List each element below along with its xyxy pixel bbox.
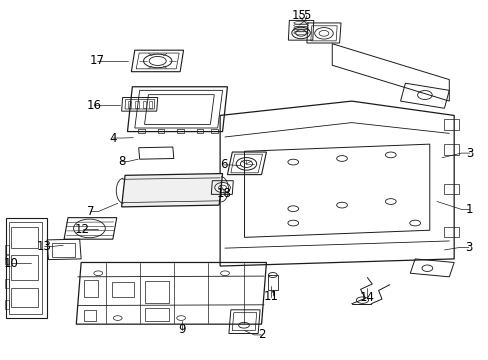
Text: 8: 8 <box>118 155 125 168</box>
Bar <box>11 288 38 307</box>
Text: 7: 7 <box>87 205 95 218</box>
Text: 17: 17 <box>90 54 104 67</box>
Bar <box>267 275 277 291</box>
Bar <box>11 255 38 280</box>
Text: 13: 13 <box>37 240 52 253</box>
Bar <box>135 101 139 108</box>
Bar <box>83 280 98 297</box>
Polygon shape <box>122 174 222 207</box>
Bar <box>128 101 131 108</box>
Text: 3: 3 <box>465 147 472 159</box>
Text: 14: 14 <box>359 291 374 304</box>
Text: 2: 2 <box>257 328 265 341</box>
Text: 18: 18 <box>216 187 231 200</box>
Text: 12: 12 <box>75 223 90 236</box>
Text: 11: 11 <box>264 290 278 303</box>
Text: 16: 16 <box>87 99 102 112</box>
Bar <box>158 129 163 134</box>
Bar <box>149 101 152 108</box>
Text: 9: 9 <box>178 323 185 336</box>
Bar <box>142 101 146 108</box>
Bar <box>144 281 168 303</box>
Bar <box>83 310 96 320</box>
Text: 5: 5 <box>303 9 310 22</box>
Text: 1: 1 <box>465 203 472 216</box>
Bar <box>177 129 183 134</box>
Text: 4: 4 <box>109 131 116 145</box>
Bar <box>196 129 203 134</box>
Bar <box>11 226 38 248</box>
Bar <box>112 282 134 297</box>
Bar <box>138 129 144 134</box>
Bar <box>144 308 168 320</box>
Text: 6: 6 <box>220 158 227 171</box>
Text: 15: 15 <box>291 9 306 22</box>
Bar <box>52 243 75 257</box>
Text: 10: 10 <box>4 257 19 270</box>
Bar <box>211 129 217 134</box>
Text: 3: 3 <box>464 241 471 254</box>
